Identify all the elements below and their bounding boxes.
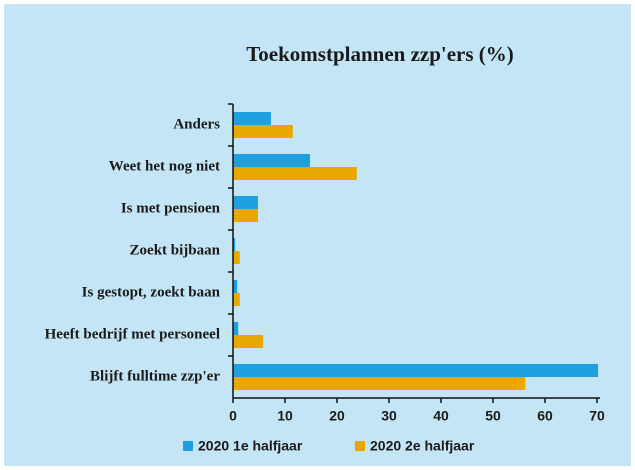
bar — [233, 322, 239, 335]
chart-title: Toekomstplannen zzp'ers (%) — [246, 42, 514, 66]
bar — [233, 238, 236, 251]
bar — [233, 377, 526, 390]
bar — [233, 251, 240, 264]
category-label: Is gestopt, zoekt baan — [81, 284, 220, 301]
bar — [233, 293, 240, 306]
panel — [4, 4, 631, 466]
bar — [233, 125, 293, 138]
category-label: Zoekt bijbaan — [129, 242, 220, 259]
x-tick-label: 40 — [433, 408, 449, 424]
bar — [233, 364, 599, 377]
category-label: Heeft bedrijf met personeel — [44, 326, 220, 343]
x-tick-label: 20 — [329, 408, 345, 424]
x-tick-label: 60 — [537, 408, 553, 424]
legend-swatch — [355, 441, 365, 451]
x-tick-label: 50 — [485, 408, 501, 424]
category-label: Anders — [173, 116, 220, 133]
bar — [233, 112, 271, 125]
bar — [233, 209, 258, 222]
bar — [233, 167, 357, 180]
legend-label: 2020 2e halfjaar — [370, 438, 475, 454]
x-tick-label: 70 — [589, 408, 605, 424]
bar — [233, 154, 310, 167]
x-tick-label: 10 — [277, 408, 293, 424]
category-label: Weet het nog niet — [108, 158, 220, 175]
legend-label: 2020 1e halfjaar — [198, 438, 303, 454]
bar — [233, 280, 238, 293]
x-tick-label: 0 — [229, 408, 237, 424]
category-label: Blijft fulltime zzp'er — [90, 368, 220, 385]
legend-swatch — [183, 441, 193, 451]
x-tick-label: 30 — [381, 408, 397, 424]
category-label: Is met pensioen — [120, 200, 220, 217]
bar — [233, 196, 258, 209]
bar — [233, 335, 264, 348]
